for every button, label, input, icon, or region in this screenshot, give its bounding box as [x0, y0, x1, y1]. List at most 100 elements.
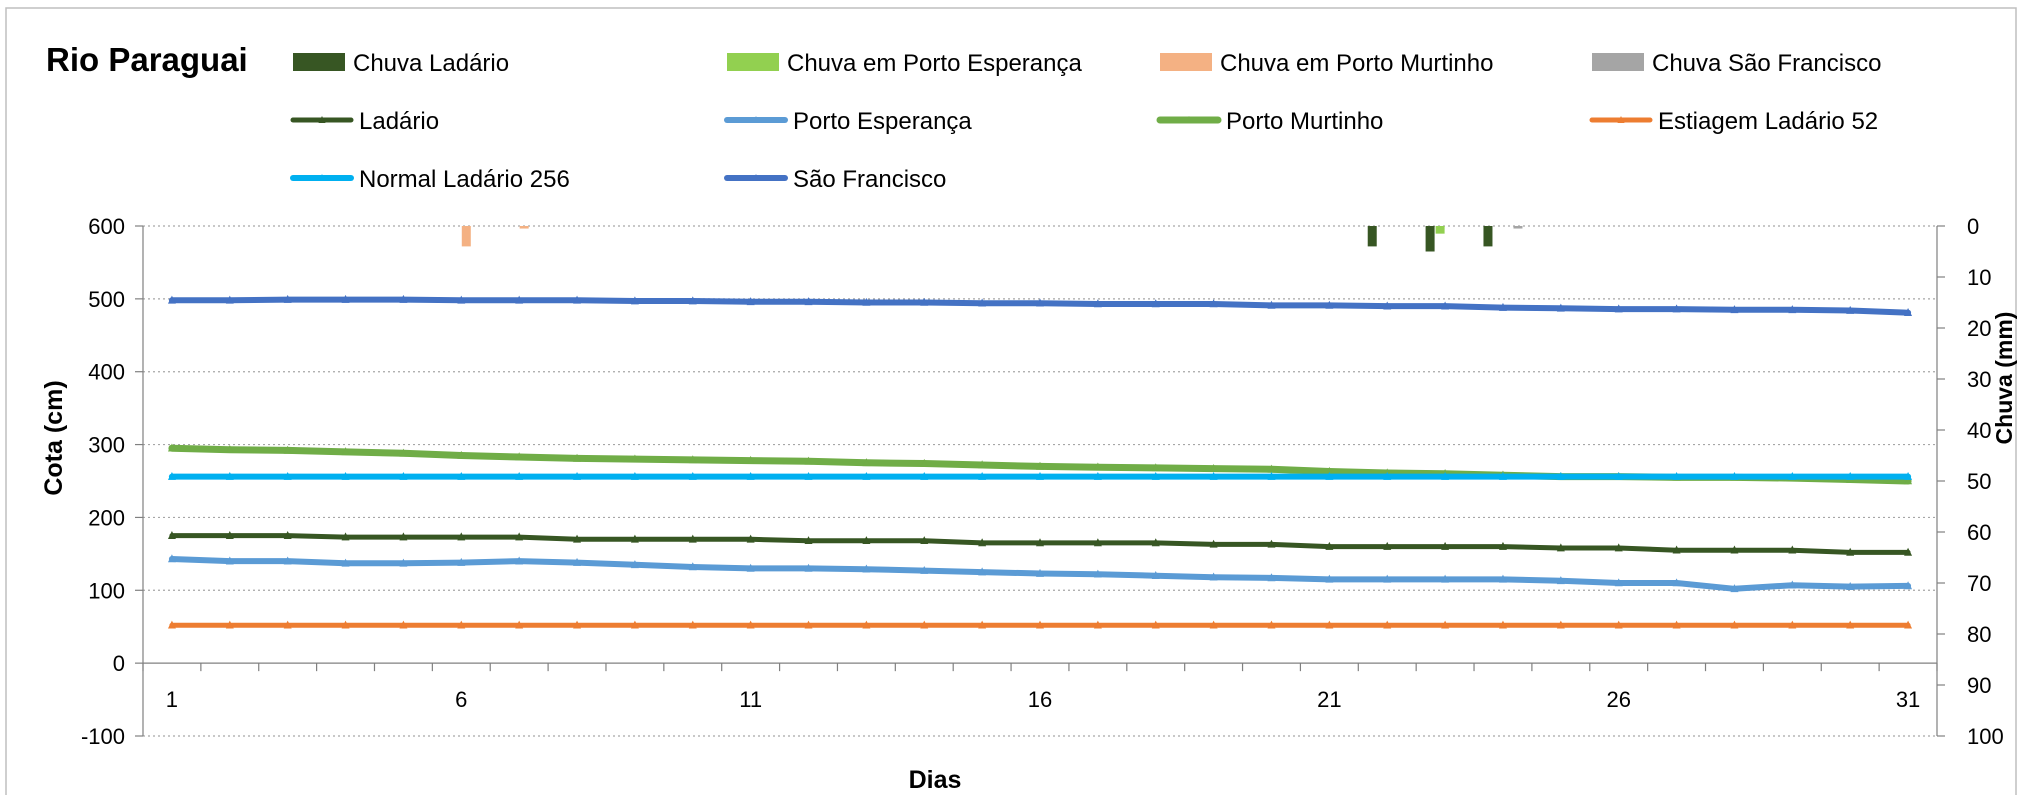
legend-swatch	[1592, 53, 1644, 71]
bar-chuva-em-porto-esperanca	[1435, 226, 1445, 234]
point-sao-francisco	[804, 297, 813, 306]
point-normal-ladario-256	[1730, 471, 1739, 480]
point-estiagem-ladario-52	[457, 620, 466, 629]
y-tick-label: -100	[81, 724, 125, 749]
point-porto-esperanca	[1904, 581, 1913, 590]
point-estiagem-ladario-52	[167, 620, 176, 629]
point-ladario	[1036, 538, 1044, 547]
point-normal-ladario-256	[283, 471, 292, 480]
point-porto-murtinho	[862, 458, 871, 467]
point-estiagem-ladario-52	[1383, 620, 1392, 629]
point-sao-francisco	[283, 294, 292, 303]
point-ladario	[1498, 541, 1507, 550]
point-normal-ladario-256	[804, 471, 813, 480]
y2-tick-label: 20	[1967, 316, 1991, 341]
point-porto-esperanca	[1614, 578, 1623, 587]
point-porto-esperanca	[920, 565, 929, 574]
y2-tick-label: 40	[1967, 418, 1991, 443]
point-estiagem-ladario-52	[630, 620, 639, 629]
legend-marker	[752, 174, 760, 181]
point-normal-ladario-256	[1556, 471, 1565, 480]
point-estiagem-ladario-52	[804, 620, 813, 629]
point-normal-ladario-256	[1498, 471, 1507, 480]
bar-chuva-ladario	[1425, 226, 1435, 252]
legend-marker	[752, 116, 760, 123]
point-normal-ladario-256	[978, 471, 987, 480]
point-estiagem-ladario-52	[1904, 620, 1913, 629]
point-estiagem-ladario-52	[1846, 620, 1855, 629]
point-porto-murtinho	[920, 458, 929, 467]
legend-entry-sao-francisco: São Francisco	[724, 166, 946, 193]
point-porto-murtinho	[1093, 462, 1102, 471]
y-tick-label: 100	[88, 578, 125, 603]
point-estiagem-ladario-52	[1441, 620, 1450, 629]
legend-label: Ladário	[359, 108, 439, 135]
y-axis-label: Cota (cm)	[40, 380, 68, 495]
point-normal-ladario-256	[1209, 471, 1218, 480]
point-ladario	[1788, 545, 1797, 554]
point-ladario	[167, 530, 176, 539]
point-ladario	[1904, 547, 1913, 556]
point-ladario	[1267, 539, 1276, 548]
legend-entry-chuva-em-porto-murtinho: Chuva em Porto Murtinho	[1160, 50, 1493, 77]
point-ladario	[804, 536, 813, 545]
point-porto-murtinho	[630, 454, 639, 463]
legend-label: Estiagem Ladário 52	[1658, 108, 1878, 135]
point-porto-murtinho	[283, 445, 292, 454]
point-porto-murtinho	[225, 445, 234, 453]
point-porto-esperanca	[804, 563, 813, 572]
point-sao-francisco	[225, 295, 234, 304]
legend-marker	[1185, 116, 1193, 123]
x-tick-label: 31	[1896, 687, 1920, 712]
point-sao-francisco	[688, 296, 697, 305]
point-porto-esperanca	[1730, 584, 1739, 593]
x-tick-label: 16	[1028, 687, 1052, 712]
point-ladario	[1325, 541, 1334, 550]
point-sao-francisco	[1730, 305, 1739, 314]
point-estiagem-ladario-52	[515, 620, 524, 629]
y-tick-label: 300	[88, 433, 125, 458]
y2-tick-label: 60	[1967, 520, 1991, 545]
rain-bars	[461, 226, 1523, 252]
y2-axis-label: Chuva (mm)	[1991, 312, 2017, 445]
bar-chuva-em-porto-murtinho	[461, 226, 471, 247]
point-porto-esperanca	[978, 567, 987, 576]
y-tick-label: 200	[88, 505, 125, 530]
legend-label: Porto Esperança	[793, 108, 972, 135]
point-sao-francisco	[1151, 299, 1160, 308]
point-estiagem-ladario-52	[1556, 620, 1565, 629]
x-tick-label: 6	[455, 687, 467, 712]
bar-chuva-ladario	[1483, 226, 1493, 247]
point-porto-murtinho	[515, 452, 524, 461]
legend-label: Chuva São Francisco	[1652, 50, 1881, 77]
point-porto-murtinho	[167, 443, 176, 452]
point-ladario	[1151, 538, 1160, 547]
point-normal-ladario-256	[746, 471, 755, 480]
legend-label: Chuva Ladário	[353, 50, 509, 77]
legend-entry-chuva-em-porto-esperanca: Chuva em Porto Esperança	[727, 50, 1082, 77]
point-porto-murtinho	[1036, 461, 1044, 470]
legend-swatch	[1160, 53, 1212, 71]
point-porto-murtinho	[341, 447, 350, 456]
point-sao-francisco	[1556, 303, 1565, 312]
y2-tick-label: 70	[1967, 571, 1991, 596]
point-normal-ladario-256	[688, 471, 697, 480]
point-sao-francisco	[630, 296, 639, 305]
point-porto-esperanca	[746, 563, 755, 572]
point-estiagem-ladario-52	[283, 620, 292, 629]
point-normal-ladario-256	[225, 471, 234, 480]
point-porto-murtinho	[1904, 476, 1913, 485]
legend-label: Porto Murtinho	[1226, 108, 1383, 135]
point-normal-ladario-256	[862, 471, 871, 480]
point-ladario	[225, 530, 234, 539]
point-ladario	[1093, 538, 1102, 547]
point-porto-esperanca	[1383, 574, 1392, 583]
point-estiagem-ladario-52	[1036, 620, 1044, 629]
legend-label: Chuva em Porto Esperança	[787, 50, 1082, 77]
point-porto-esperanca	[283, 556, 292, 565]
point-ladario	[746, 534, 755, 543]
x-tick-label: 11	[739, 687, 762, 712]
point-porto-esperanca	[573, 557, 582, 566]
point-estiagem-ladario-52	[573, 620, 582, 629]
